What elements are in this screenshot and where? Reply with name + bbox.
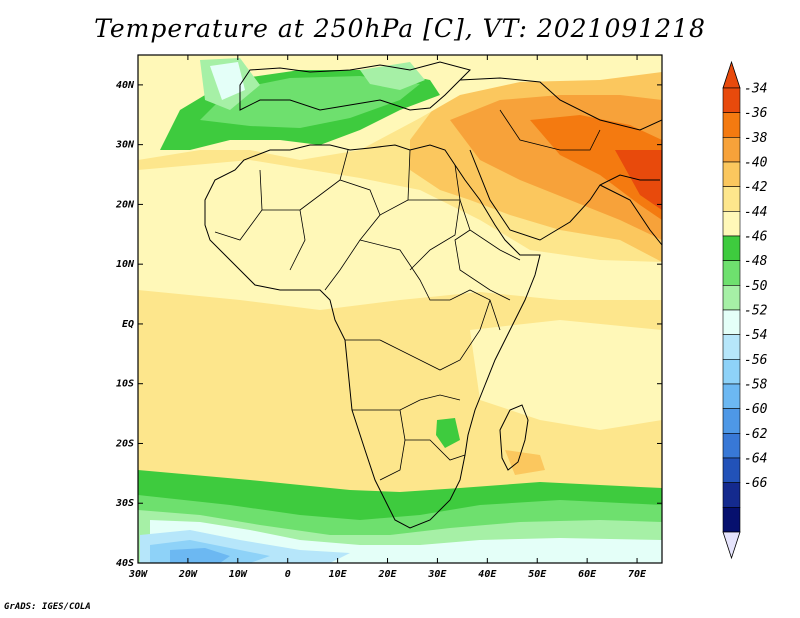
lat-label: 10N (116, 259, 135, 270)
lon-label: 70E (628, 569, 647, 580)
colorbar-label: -60 (744, 402, 768, 417)
colorbar-swatch (722, 408, 741, 434)
colorbar-label: -52 (744, 304, 768, 319)
longitude-axis: 30W 20W 10W 0 10E 20E 30E 40E 50E 60E 70E (128, 55, 647, 580)
border-s2 (379, 409, 406, 481)
lon-label: 0 (285, 569, 291, 580)
colorbar-label: -38 (744, 131, 768, 146)
field-band-44-east (470, 320, 662, 430)
colorbar-swatch (722, 186, 741, 212)
mediterranean-coastline (239, 61, 471, 111)
colorbar-swatch (722, 211, 741, 237)
lon-label: 30W (128, 569, 148, 580)
colorbar-swatch (722, 112, 741, 138)
lat-label: 40S (116, 558, 134, 569)
border-s3 (405, 439, 466, 461)
colorbar-label: -50 (744, 279, 768, 294)
colorbar-swatch (722, 457, 741, 483)
colorbar-label: -40 (744, 156, 768, 171)
lon-label: 10E (329, 569, 348, 580)
colorbar-swatch (722, 359, 741, 385)
lat-label: 20N (115, 199, 135, 210)
border-c1 (359, 239, 501, 331)
field-patch-40 (505, 450, 545, 475)
colorbar-swatch (722, 161, 741, 187)
field-north-52 (210, 62, 245, 100)
colorbar-label: -56 (744, 353, 768, 368)
colorbar: -34 -36 -38 -40 -42 -44 -46 -48 -50 -52 -54 -56 -58 -… (722, 60, 768, 560)
border-w2 (262, 209, 306, 271)
field-warm-36 (530, 115, 662, 220)
lat-label: 20S (115, 438, 134, 449)
lon-label: 10W (229, 569, 248, 580)
border-me1 (499, 109, 601, 151)
madagascar-coastline (499, 404, 529, 471)
colorbar-swatch (722, 309, 741, 335)
colorbar-swatch (722, 260, 741, 286)
lon-label: 30E (427, 569, 447, 580)
asia-borders (459, 77, 662, 131)
colorbar-label: -44 (744, 205, 767, 220)
border-e2 (454, 229, 511, 301)
colorbar-label: -54 (744, 328, 767, 343)
colorbar-swatch (722, 433, 741, 459)
lat-label: 10S (116, 379, 134, 390)
india-coastline (599, 184, 662, 246)
lat-label: 30N (115, 140, 135, 151)
temperature-field (138, 55, 662, 563)
map-title: Temperature at 250hPa [C], VT: 202109121… (94, 14, 706, 43)
colorbar-label: -66 (744, 476, 768, 491)
lon-label: 20E (377, 569, 397, 580)
colorbar-label: -36 (744, 106, 768, 121)
colorbar-swatch (722, 482, 741, 508)
colorbar-swatch (722, 507, 741, 533)
country-borders (214, 109, 601, 481)
colorbar-swatch (722, 87, 741, 113)
colorbar-swatch (722, 383, 741, 409)
colorbar-swatch (722, 334, 741, 360)
colorbar-swatch (722, 235, 741, 261)
field-patch-46 (436, 418, 460, 448)
field-south-58 (170, 548, 230, 563)
colorbar-swatch (722, 285, 741, 311)
border-s1 (352, 394, 461, 411)
lat-label: 40N (116, 80, 135, 91)
colorbar-label: -64 (744, 452, 767, 467)
colorbar-bottom-triangle (722, 531, 741, 560)
colorbar-label: -62 (744, 427, 768, 442)
credit-text: GrADS: IGES/COLA (4, 602, 91, 612)
latitude-axis: 40N 30N 20N 10N EQ 10S 20S 30S 40S (115, 80, 662, 569)
field-north-50b (360, 62, 425, 90)
colorbar-swatch (722, 137, 741, 163)
lon-label: 60E (578, 569, 597, 580)
arabia-coastline (469, 149, 660, 241)
colorbar-label: -48 (744, 254, 768, 269)
lat-label: EQ (122, 319, 134, 330)
lon-label: 20W (178, 569, 198, 580)
border-w4 (339, 149, 349, 181)
colorbar-label: -58 (744, 378, 768, 393)
border-c2 (345, 299, 491, 371)
colorbar-top-triangle (722, 60, 741, 89)
lat-label: 30S (115, 498, 134, 509)
colorbar-label: -34 (744, 82, 767, 97)
field-band-44 (138, 160, 662, 310)
lon-label: 40E (478, 569, 497, 580)
lon-label: 50E (528, 569, 547, 580)
border-w1 (214, 169, 263, 241)
border-n2 (408, 199, 461, 271)
colorbar-label: -42 (744, 180, 768, 195)
map-frame (137, 54, 663, 564)
colorbar-label: -46 (744, 230, 768, 245)
